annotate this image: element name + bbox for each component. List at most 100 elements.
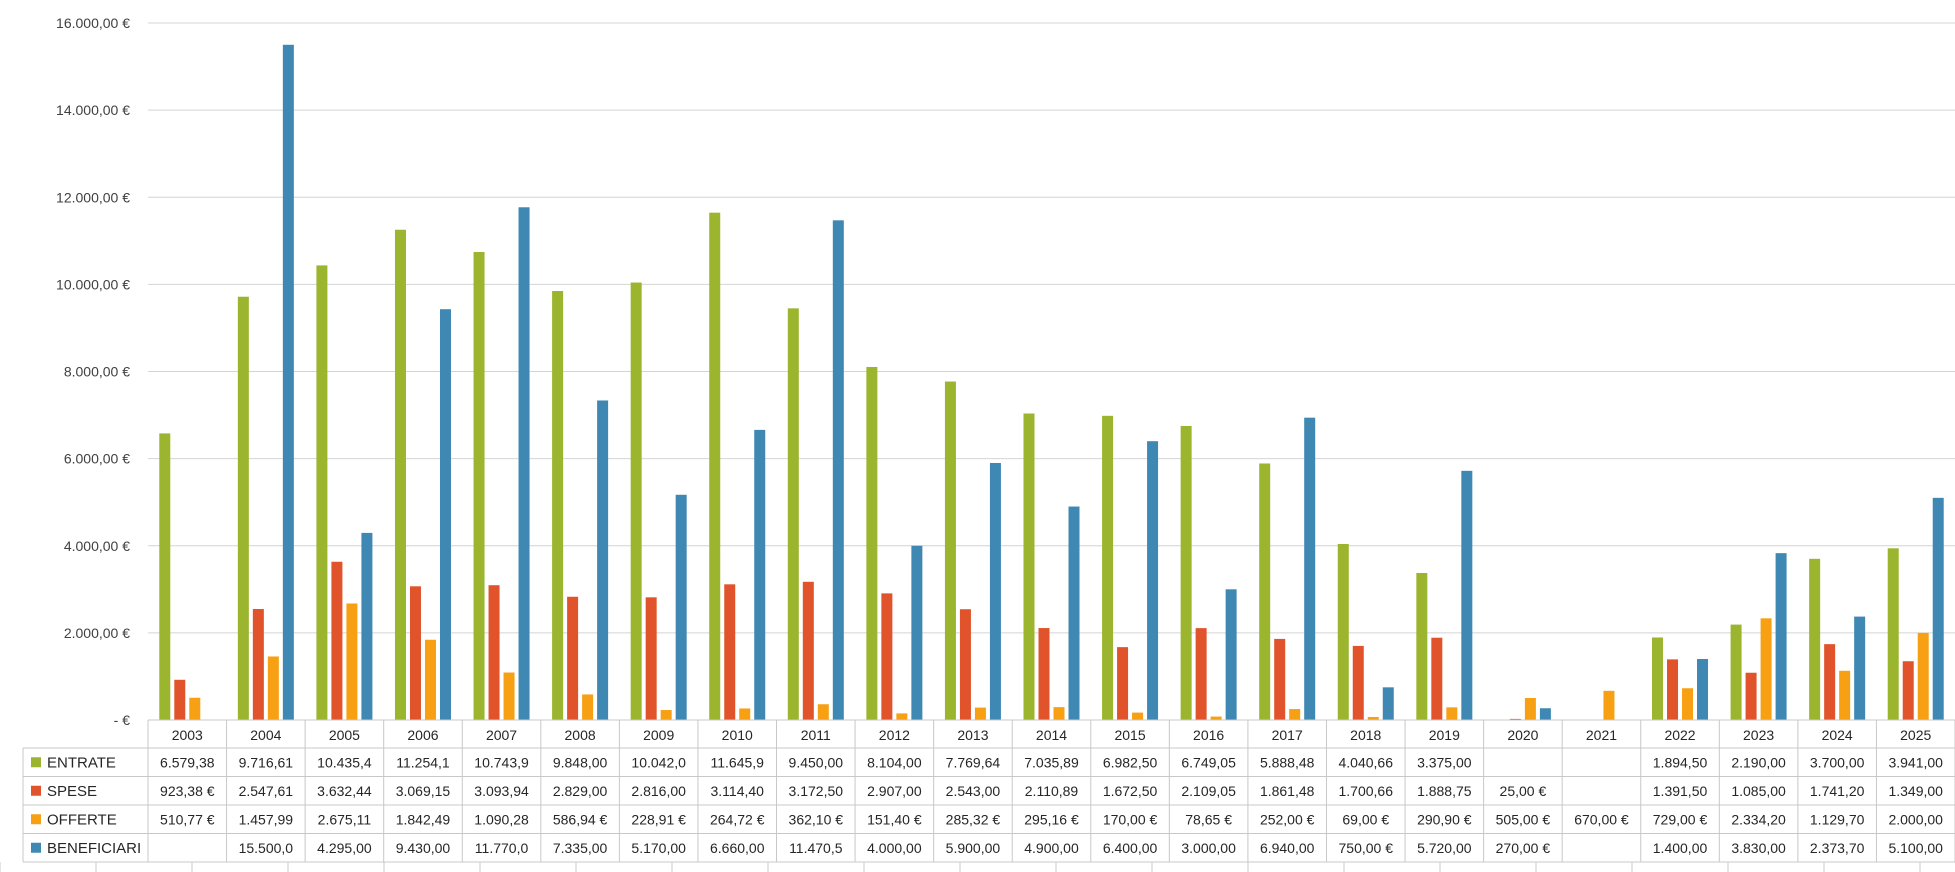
x-tick-label: 2010 [722,727,753,743]
bar-entrate-2016 [1180,425,1192,720]
data-label: 3.375,00 [1417,754,1472,770]
y-tick-label: 10.000,00 € [56,276,130,292]
bar-entrate-2018 [1337,543,1349,720]
data-label: 4.040,66 [1339,754,1394,770]
data-label: 25,00 € [1500,783,1547,799]
data-label: 362,10 € [789,811,844,827]
bar-offerte-2017 [1289,709,1301,720]
x-tick-label: 2005 [329,727,360,743]
bar-entrate-2005 [316,265,328,720]
bar-spese-2025 [1902,661,1914,720]
bar-entrate-2010 [709,212,721,720]
bar-beneficiari-2017 [1304,417,1316,720]
bar-entrate-2013 [944,381,956,720]
bar-spese-2009 [645,597,657,720]
data-label: 252,00 € [1260,811,1315,827]
bar-offerte-2010 [739,708,751,720]
bar-offerte-2024 [1839,670,1851,720]
bar-beneficiari-2005 [361,532,373,720]
y-tick-label: 6.000,00 € [64,451,130,467]
x-tick-label: 2015 [1114,727,1145,743]
x-tick-label: 2011 [801,727,831,743]
bar-entrate-2011 [787,308,799,720]
bar-spese-2023 [1745,672,1757,720]
bar-beneficiari-2016 [1225,589,1237,720]
data-label: 3.093,94 [474,783,529,799]
bar-beneficiari-2010 [754,429,766,720]
bar-spese-2019 [1431,637,1443,720]
y-tick-label: - € [114,712,131,728]
data-label: 10.435,4 [317,754,372,770]
x-tick-label: 2016 [1193,727,1224,743]
legend-key-entrate [31,757,41,768]
bar-beneficiari-2006 [439,309,451,720]
bar-entrate-2004 [237,296,249,720]
data-label: 11.770,0 [475,840,529,856]
data-label: 170,00 € [1103,811,1158,827]
bar-beneficiari-2019 [1461,470,1473,720]
bar-offerte-2006 [424,639,436,720]
x-tick-label: 2020 [1507,727,1538,743]
y-tick-label: 14.000,00 € [56,102,130,118]
bar-offerte-2018 [1367,716,1379,720]
data-label: 1.894,50 [1653,754,1708,770]
bar-beneficiari-2025 [1932,497,1944,720]
bar-offerte-2008 [582,694,594,720]
bar-entrate-2008 [552,290,564,720]
data-label: 6.660,00 [710,840,765,856]
data-label: 290,90 € [1417,811,1472,827]
data-label: 3.000,00 [1181,840,1236,856]
bar-spese-2024 [1824,644,1836,720]
bar-beneficiari-2011 [832,220,844,720]
bar-offerte-2021 [1603,690,1615,720]
y-tick-label: 4.000,00 € [64,538,130,554]
bar-entrate-2017 [1259,463,1271,720]
data-label: 5.720,00 [1417,840,1472,856]
bar-entrate-2012 [866,366,878,720]
bar-spese-2017 [1274,638,1286,720]
bar-offerte-2012 [896,713,908,720]
data-label: 228,91 € [631,811,686,827]
bar-offerte-2005 [346,603,358,720]
data-label: 69,00 € [1342,811,1389,827]
x-tick-label: 2003 [172,727,203,743]
data-label: 1.700,66 [1339,783,1394,799]
bar-spese-2018 [1352,645,1364,720]
bar-offerte-2013 [974,707,986,720]
data-label: 6.579,38 [160,754,215,770]
bar-entrate-2015 [1102,415,1114,720]
data-label: 2.675,11 [318,811,372,827]
x-tick-label: 2022 [1664,727,1695,743]
bar-offerte-2019 [1446,707,1458,720]
bar-spese-2005 [331,561,343,720]
data-label: 3.700,00 [1810,754,1865,770]
data-label: 3.830,00 [1731,840,1786,856]
legend-label-beneficiari: BENEFICIARI [47,840,141,857]
data-label: 6.982,50 [1103,754,1158,770]
data-label: 6.400,00 [1103,840,1158,856]
data-label: 11.645,9 [711,754,765,770]
legend-label-offerte: OFFERTE [47,811,117,828]
y-tick-label: 8.000,00 € [64,364,130,380]
data-label: 5.170,00 [631,840,686,856]
bar-beneficiari-2007 [518,207,530,720]
data-label: 7.769,64 [946,754,1001,770]
x-tick-label: 2012 [879,727,910,743]
data-label: 9.848,00 [553,754,608,770]
bar-offerte-2025 [1917,632,1929,720]
bar-spese-2015 [1117,647,1129,720]
data-label: 2.110,89 [1025,783,1079,799]
bar-beneficiari-2014 [1068,506,1080,720]
data-label: 2.000,00 [1888,811,1943,827]
data-label: 729,00 € [1653,811,1708,827]
bar-entrate-2019 [1416,572,1428,720]
data-label: 151,40 € [867,811,922,827]
data-label: 2.190,00 [1731,754,1786,770]
bar-spese-2010 [724,584,736,720]
data-label: 270,00 € [1496,840,1551,856]
x-tick-label: 2009 [643,727,674,743]
data-label: 11.470,5 [789,840,843,856]
data-label: 6.940,00 [1260,840,1315,856]
data-label: 3.114,40 [711,783,765,799]
